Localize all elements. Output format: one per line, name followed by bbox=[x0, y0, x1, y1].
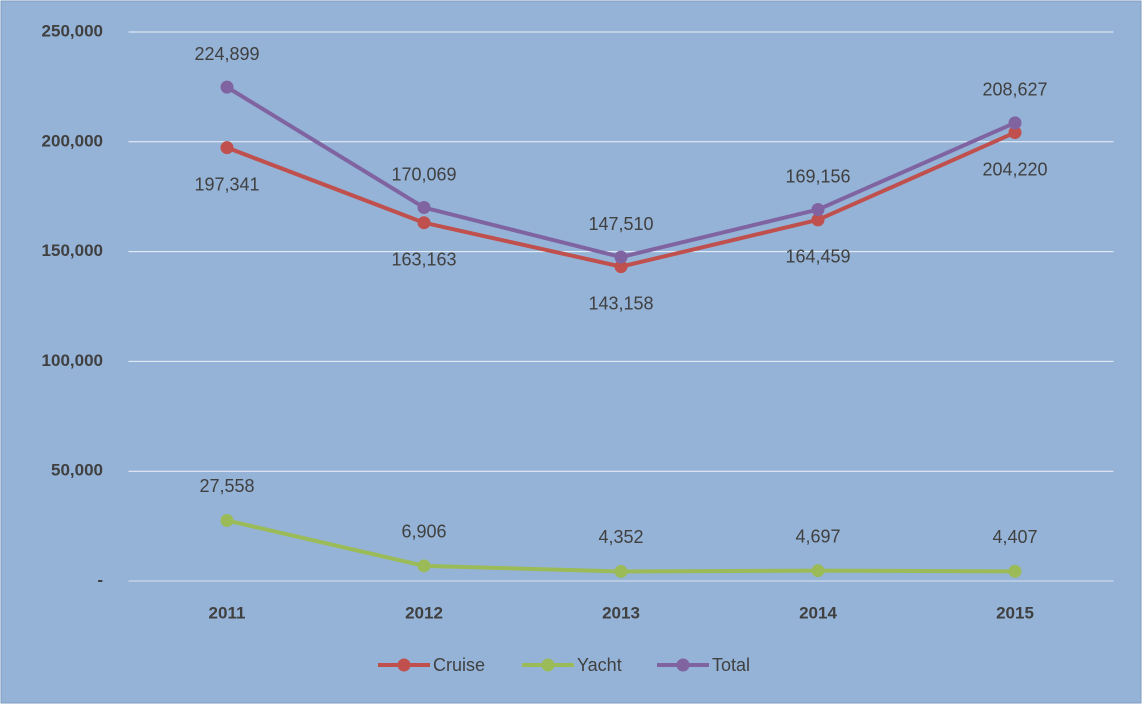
data-point bbox=[811, 213, 825, 227]
data-point bbox=[614, 564, 628, 578]
data-label: 4,697 bbox=[795, 526, 840, 546]
legend-marker bbox=[541, 658, 555, 672]
y-tick-label: - bbox=[97, 570, 103, 589]
data-point bbox=[1008, 126, 1022, 140]
y-tick-label: 50,000 bbox=[51, 461, 103, 480]
data-point bbox=[811, 564, 825, 578]
x-tick-label: 2012 bbox=[405, 603, 443, 622]
y-tick-label: 250,000 bbox=[42, 21, 103, 40]
legend-marker bbox=[676, 658, 690, 672]
data-label: 163,163 bbox=[391, 249, 456, 269]
data-point bbox=[811, 203, 825, 217]
data-label: 169,156 bbox=[785, 166, 850, 186]
data-label: 224,899 bbox=[194, 44, 259, 64]
data-point bbox=[417, 216, 431, 230]
data-label: 27,558 bbox=[199, 476, 254, 496]
data-label: 197,341 bbox=[194, 174, 259, 194]
legend-label: Total bbox=[712, 655, 750, 675]
data-label: 204,220 bbox=[982, 159, 1047, 179]
x-tick-label: 2015 bbox=[996, 603, 1034, 622]
data-point bbox=[1008, 116, 1022, 130]
y-tick-label: 200,000 bbox=[42, 131, 103, 150]
x-tick-label: 2013 bbox=[602, 603, 640, 622]
data-point bbox=[417, 559, 431, 573]
data-label: 147,510 bbox=[588, 214, 653, 234]
y-tick-label: 150,000 bbox=[42, 241, 103, 260]
legend-label: Cruise bbox=[433, 655, 485, 675]
data-label: 4,352 bbox=[598, 527, 643, 547]
x-tick-label: 2011 bbox=[209, 603, 246, 622]
data-point bbox=[1008, 564, 1022, 578]
data-point bbox=[614, 260, 628, 274]
data-label: 170,069 bbox=[391, 164, 456, 184]
data-label: 4,407 bbox=[992, 527, 1037, 547]
data-label: 164,459 bbox=[785, 247, 850, 267]
data-label: 6,906 bbox=[401, 522, 446, 542]
data-point bbox=[220, 141, 234, 155]
data-point bbox=[614, 250, 628, 264]
legend-marker bbox=[397, 658, 411, 672]
legend-label: Yacht bbox=[577, 655, 622, 675]
data-label: 208,627 bbox=[982, 80, 1047, 100]
data-point bbox=[220, 80, 234, 94]
y-tick-label: 100,000 bbox=[42, 351, 103, 370]
x-tick-label: 2014 bbox=[799, 603, 837, 622]
data-point bbox=[220, 513, 234, 527]
data-label: 143,158 bbox=[588, 293, 653, 313]
data-point bbox=[417, 201, 431, 215]
